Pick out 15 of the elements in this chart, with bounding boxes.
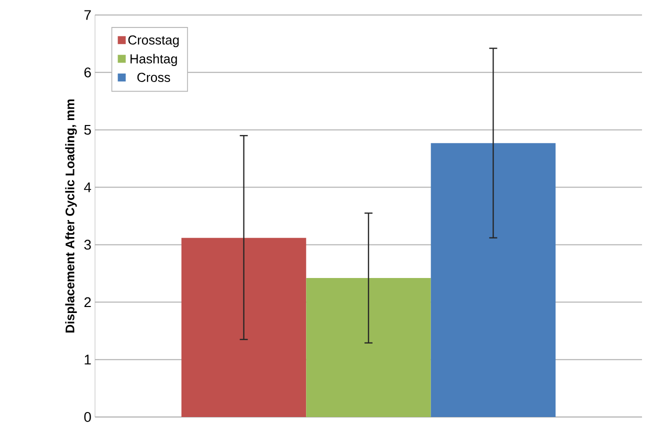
y-tick-label: 1 xyxy=(84,354,91,364)
legend-label: Hashtag xyxy=(130,54,177,66)
y-tick-label: 5 xyxy=(84,124,91,135)
y-tick-label: 7 xyxy=(84,10,91,20)
legend-label: Cross xyxy=(137,72,170,82)
y-tick-label: 2 xyxy=(84,297,91,308)
y-tick-label: 4 xyxy=(84,182,92,192)
bar xyxy=(306,278,431,417)
legend-label: Crosstag xyxy=(128,35,179,48)
y-tick-label: 0 xyxy=(84,412,91,422)
bar xyxy=(430,143,556,417)
bar xyxy=(181,238,306,417)
y-axis-title: Displacement After Cyclic Loading, mm xyxy=(65,99,77,332)
y-tick-label: 6 xyxy=(84,67,91,78)
y-tick-label: 3 xyxy=(84,240,91,250)
